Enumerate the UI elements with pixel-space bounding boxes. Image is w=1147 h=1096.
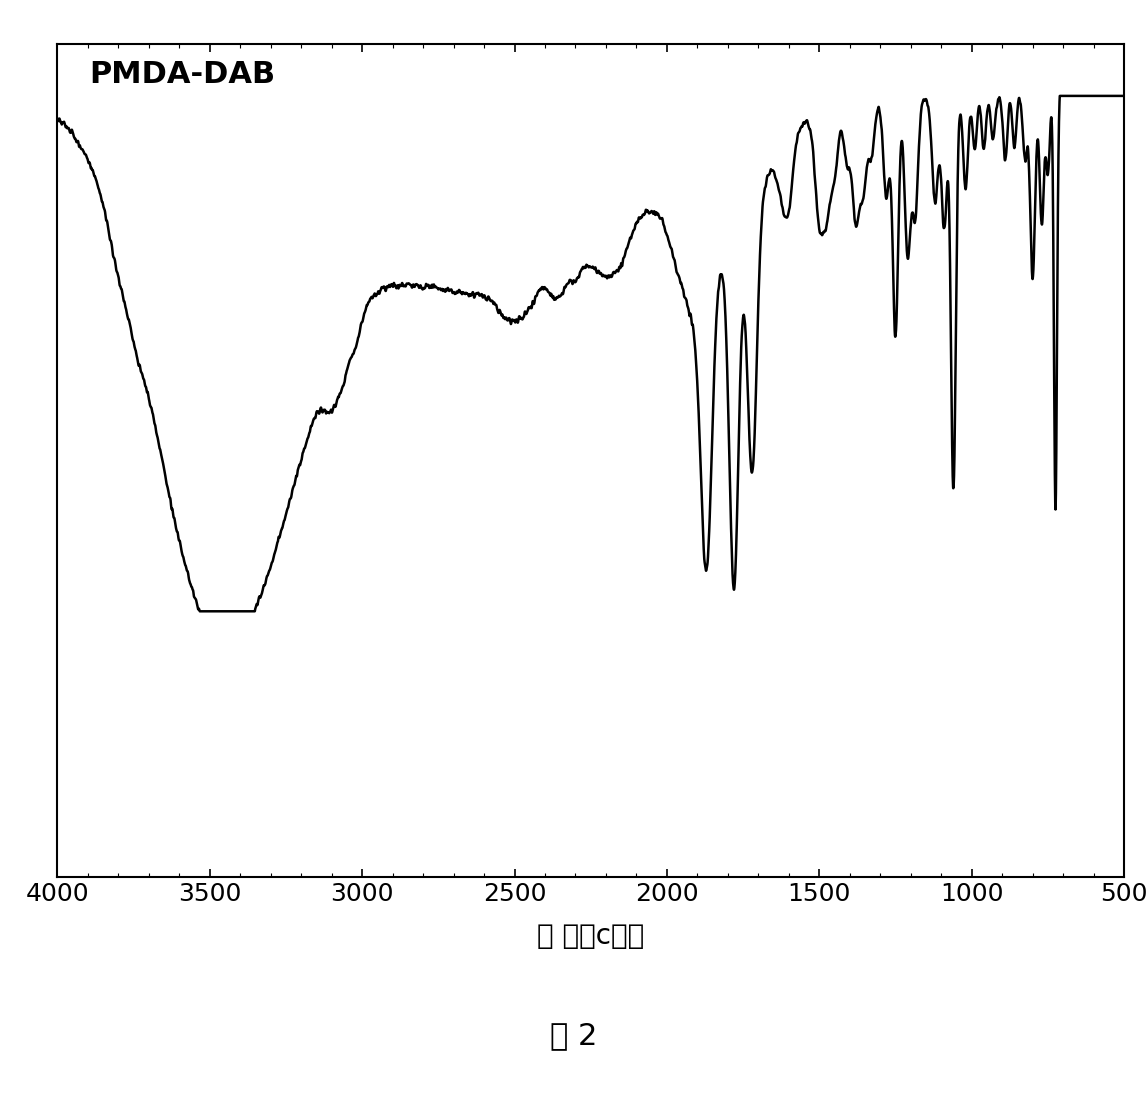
Text: PMDA-DAB: PMDA-DAB [89,60,275,90]
X-axis label: 波 数（c㎡）: 波 数（c㎡） [537,923,645,950]
Text: 图 2: 图 2 [549,1021,598,1050]
